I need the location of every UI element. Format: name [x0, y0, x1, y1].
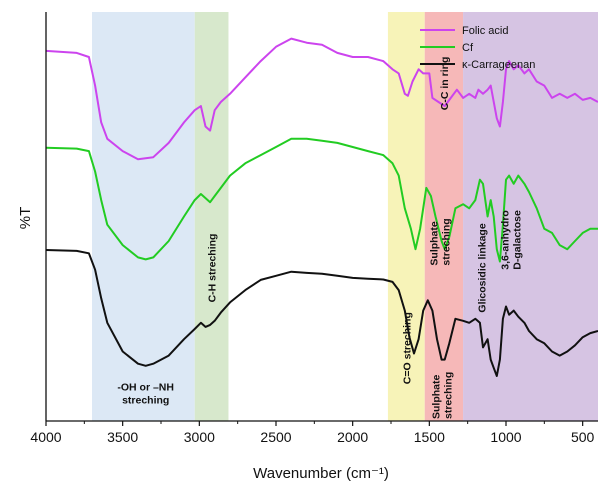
band-1 [194, 12, 229, 421]
band-label-3: C-C in ring [439, 57, 451, 111]
legend: Folic acid Cf κ-Carrageenan [420, 25, 535, 71]
band-label-0: -OH or –NH streching [117, 381, 174, 406]
x-tick-label-6: 1000 [490, 429, 521, 445]
x-tick-label-3: 2500 [260, 429, 291, 445]
annotation-1: Sulphatestreching [431, 372, 455, 419]
band-label-2: C=O streching [401, 312, 413, 384]
band-0 [92, 12, 195, 421]
series-line-1 [45, 137, 598, 263]
series-line-0 [45, 37, 598, 161]
band-label-1: C-H streching [207, 234, 219, 303]
legend-entry-1: Cf [462, 42, 474, 54]
series-layer [45, 37, 598, 377]
x-axis-title: Wavenumber (cm⁻¹) [253, 465, 389, 482]
series-line-2 [45, 249, 598, 377]
annotation-0: Sulphatestreching [428, 218, 452, 265]
x-tick-label-1: 3500 [107, 429, 138, 445]
legend-entry-0: Folic acid [462, 25, 508, 37]
annotation-2: Glicosidic linkage [477, 223, 489, 312]
axes: 4000 3500 3000 2500 2000 1500 1000 500 [30, 12, 598, 445]
x-tick-label-4: 2000 [337, 429, 368, 445]
x-tick-label-0: 4000 [30, 429, 61, 445]
x-tick-label-7: 500 [571, 429, 595, 445]
band-4 [463, 12, 598, 421]
annotation-layer: -OH or –NH streching C-H streching C=O stre… [117, 57, 523, 419]
x-tick-label-2: 3000 [184, 429, 215, 445]
legend-entry-2: κ-Carrageenan [462, 59, 535, 71]
annotation-3: 3,6-anhydroD-galactose [500, 210, 524, 270]
y-axis-title: %T [17, 207, 34, 230]
x-tick-label-5: 1500 [414, 429, 445, 445]
band-layer [92, 12, 598, 421]
